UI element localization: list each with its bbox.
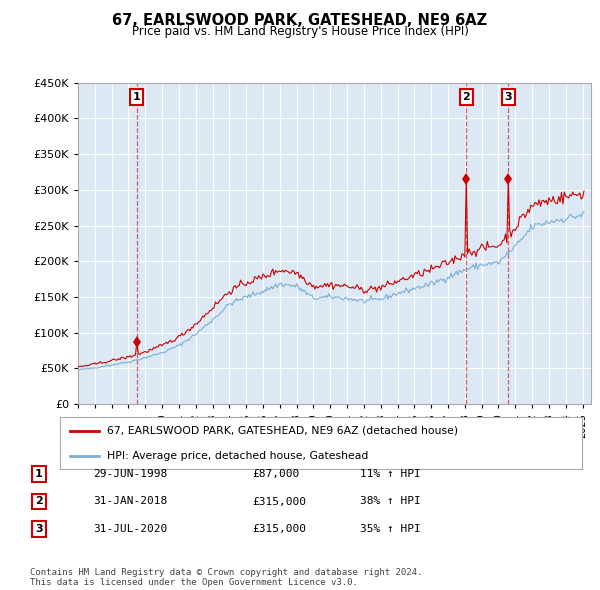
Text: 38% ↑ HPI: 38% ↑ HPI (360, 497, 421, 506)
Text: £315,000: £315,000 (252, 497, 306, 506)
Text: 31-JAN-2018: 31-JAN-2018 (93, 497, 167, 506)
Text: 2: 2 (35, 497, 43, 506)
Text: HPI: Average price, detached house, Gateshead: HPI: Average price, detached house, Gate… (107, 451, 368, 461)
Text: 3: 3 (35, 525, 43, 534)
Text: Contains HM Land Registry data © Crown copyright and database right 2024.
This d: Contains HM Land Registry data © Crown c… (30, 568, 422, 587)
Text: 67, EARLSWOOD PARK, GATESHEAD, NE9 6AZ (detached house): 67, EARLSWOOD PARK, GATESHEAD, NE9 6AZ (… (107, 425, 458, 435)
Text: 11% ↑ HPI: 11% ↑ HPI (360, 469, 421, 478)
Text: 67, EARLSWOOD PARK, GATESHEAD, NE9 6AZ: 67, EARLSWOOD PARK, GATESHEAD, NE9 6AZ (112, 13, 488, 28)
Text: 31-JUL-2020: 31-JUL-2020 (93, 525, 167, 534)
Text: 29-JUN-1998: 29-JUN-1998 (93, 469, 167, 478)
Text: 1: 1 (133, 92, 140, 102)
Text: 1: 1 (35, 469, 43, 478)
Text: 3: 3 (505, 92, 512, 102)
Text: £315,000: £315,000 (252, 525, 306, 534)
Text: 35% ↑ HPI: 35% ↑ HPI (360, 525, 421, 534)
Text: £87,000: £87,000 (252, 469, 299, 478)
Text: Price paid vs. HM Land Registry's House Price Index (HPI): Price paid vs. HM Land Registry's House … (131, 25, 469, 38)
Text: 2: 2 (463, 92, 470, 102)
